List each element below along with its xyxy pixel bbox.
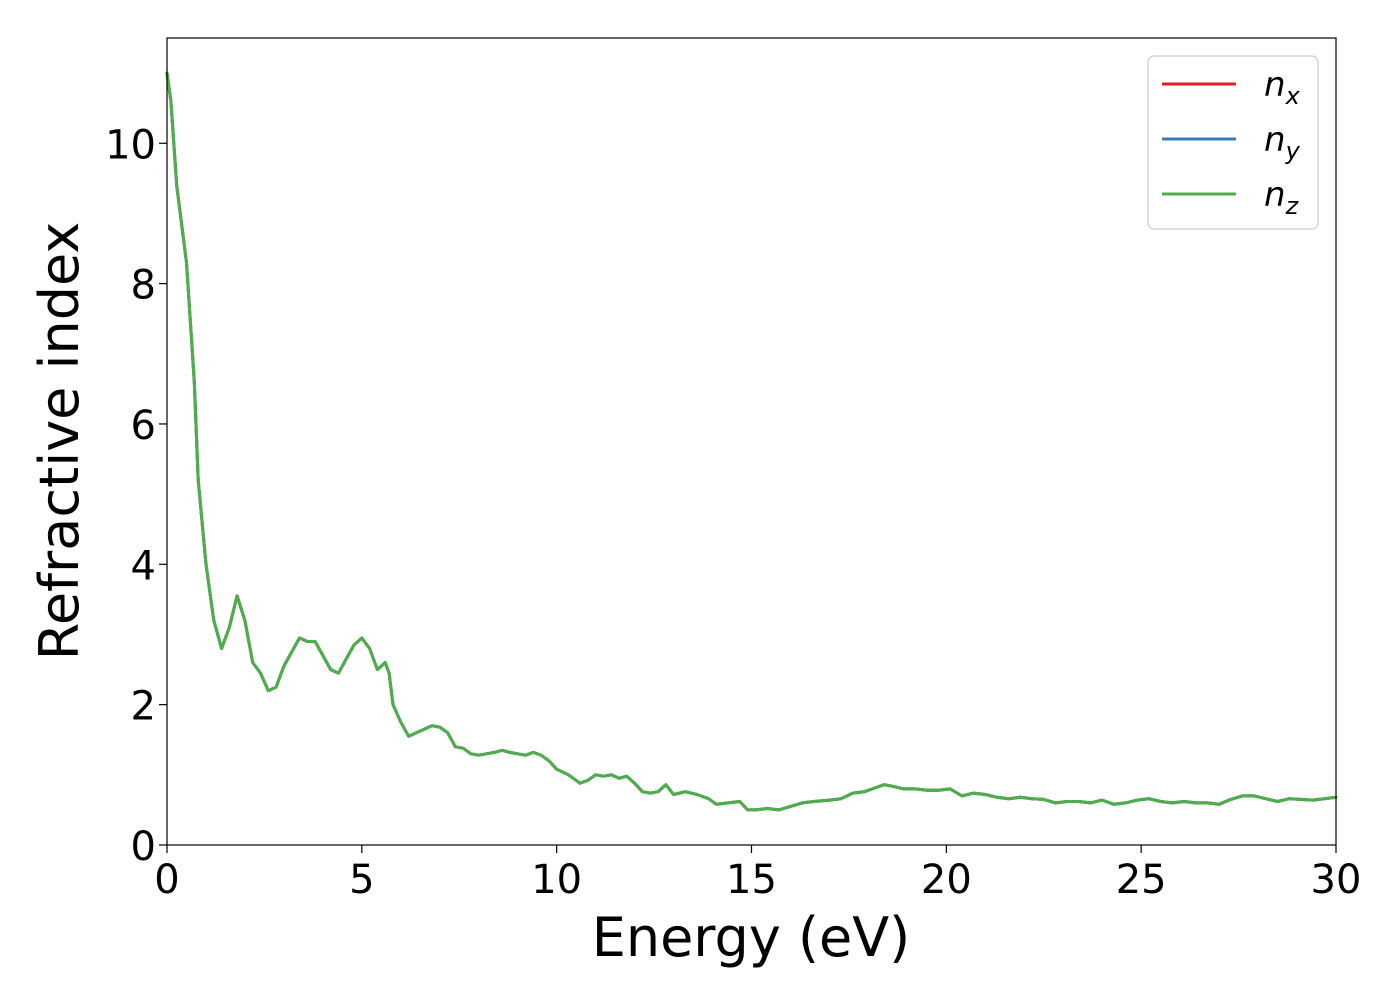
x-axis-ticks: 0 5 10 15 20 25 30 [154, 845, 1361, 903]
x-tick-label: 20 [921, 857, 972, 903]
series-lines [165, 71, 1338, 812]
y-axis-ticks: 0 2 4 6 8 10 [105, 122, 167, 870]
y-tick-label: 6 [131, 403, 156, 449]
y-tick-label: 0 [131, 824, 156, 870]
legend-label: nx [1264, 65, 1301, 110]
x-tick-label: 0 [154, 857, 179, 903]
legend-item-nz: nz [1162, 175, 1300, 220]
y-tick-label: 2 [131, 684, 156, 730]
x-tick-label: 5 [349, 857, 374, 903]
x-tick-label: 25 [1116, 857, 1167, 903]
y-tick-label: 8 [131, 263, 156, 309]
y-axis-label: Refractive index [28, 222, 91, 661]
x-tick-label: 10 [531, 857, 582, 903]
legend-item-nx: nx [1162, 65, 1301, 110]
y-tick-label: 4 [131, 543, 156, 589]
legend: nx ny nz [1147, 55, 1319, 230]
x-tick-label: 30 [1311, 857, 1362, 903]
legend-label: ny [1264, 120, 1301, 165]
legend-box [1147, 55, 1319, 230]
x-tick-label: 15 [726, 857, 777, 903]
x-axis-label: Energy (eV) [592, 906, 911, 969]
series-line-nz [165, 71, 1338, 812]
legend-item-ny: ny [1162, 120, 1301, 165]
y-tick-label: 10 [105, 122, 156, 168]
legend-label: nz [1264, 175, 1300, 220]
